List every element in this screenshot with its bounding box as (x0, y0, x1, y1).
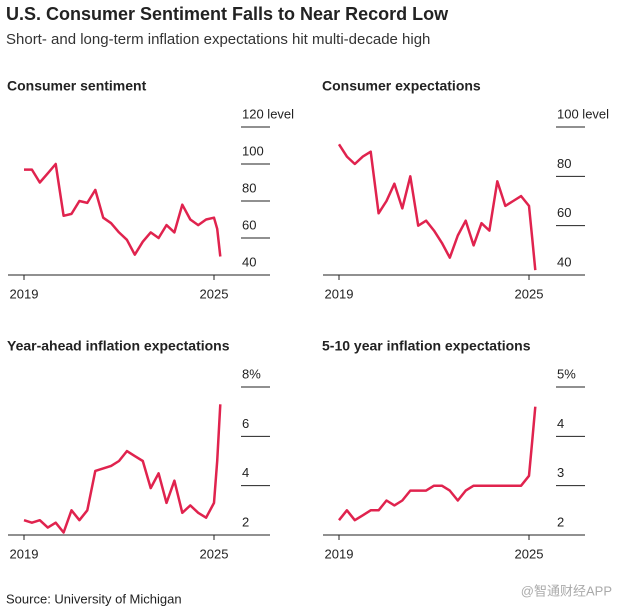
chart-title: U.S. Consumer Sentiment Falls to Near Re… (6, 4, 449, 24)
y-tick-label: 60 (242, 217, 256, 232)
y-tick-label: 4 (557, 416, 564, 431)
x-tick-label: 2025 (515, 286, 544, 301)
y-tick-label: 80 (557, 156, 571, 171)
chart-subtitle: Short- and long-term inflation expectati… (6, 31, 430, 48)
x-tick-label: 2019 (10, 286, 39, 301)
x-tick-label: 2025 (515, 546, 544, 561)
panel-title: Consumer sentiment (7, 78, 147, 94)
y-tick-label: 80 (242, 180, 256, 195)
y-tick-label: 120 level (242, 106, 294, 121)
y-tick-label: 8% (242, 366, 261, 381)
x-tick-label: 2025 (200, 286, 229, 301)
line (338, 406, 537, 522)
y-tick-label: 40 (557, 254, 571, 269)
y-tick-label: 4 (242, 465, 249, 480)
line (23, 404, 222, 534)
x-tick-label: 2019 (325, 546, 354, 561)
x-tick-label: 2019 (325, 286, 354, 301)
x-tick-label: 2019 (10, 546, 39, 561)
panel-title: 5-10 year inflation expectations (322, 338, 531, 354)
y-tick-label: 5% (557, 366, 576, 381)
line (24, 162, 222, 257)
panel-title: Consumer expectations (322, 78, 481, 94)
y-tick-label: 6 (242, 416, 249, 431)
y-tick-label: 2 (242, 514, 249, 529)
panel-title: Year-ahead inflation expectations (7, 338, 230, 354)
y-tick-label: 60 (557, 205, 571, 220)
y-tick-label: 2 (557, 514, 564, 529)
x-tick-label: 2025 (200, 546, 229, 561)
y-tick-label: 100 (242, 143, 264, 158)
y-tick-label: 3 (557, 465, 564, 480)
y-tick-label: 100 level (557, 106, 609, 121)
y-tick-label: 40 (242, 254, 256, 269)
line (337, 143, 537, 271)
watermark: @智通财经APP (521, 583, 612, 598)
source: Source: University of Michigan (6, 591, 182, 606)
